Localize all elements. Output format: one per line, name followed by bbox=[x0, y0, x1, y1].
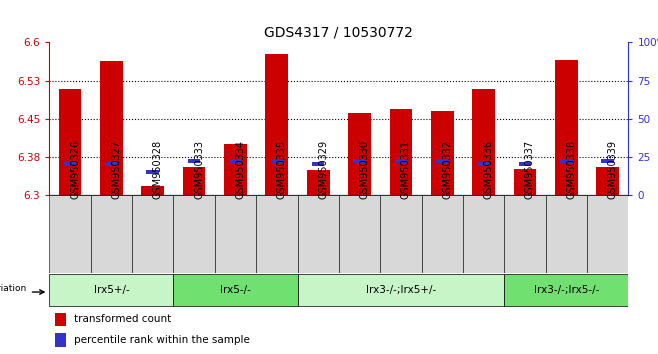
Bar bbox=[183, 167, 205, 195]
Bar bbox=[348, 113, 371, 195]
Bar bbox=[141, 185, 164, 195]
Text: GSM950328: GSM950328 bbox=[153, 139, 163, 199]
Bar bbox=[463, 195, 504, 273]
Bar bbox=[59, 89, 82, 195]
Bar bbox=[215, 195, 256, 273]
Text: GSM950327: GSM950327 bbox=[111, 139, 121, 199]
Bar bbox=[307, 170, 330, 195]
Bar bbox=[147, 170, 159, 174]
Bar bbox=[297, 195, 339, 273]
Bar bbox=[472, 89, 495, 195]
Bar bbox=[297, 274, 504, 306]
Text: GSM950335: GSM950335 bbox=[277, 139, 287, 199]
Bar bbox=[105, 162, 118, 166]
Bar bbox=[265, 54, 288, 195]
Bar bbox=[188, 159, 201, 163]
Bar bbox=[587, 195, 628, 273]
Text: GSM950338: GSM950338 bbox=[567, 139, 576, 199]
Bar bbox=[596, 167, 619, 195]
Bar bbox=[55, 333, 66, 347]
Bar bbox=[174, 195, 215, 273]
Bar bbox=[256, 195, 297, 273]
Text: GSM950337: GSM950337 bbox=[525, 139, 535, 199]
Text: genotype/variation: genotype/variation bbox=[0, 284, 27, 293]
Bar bbox=[270, 159, 283, 163]
Title: GDS4317 / 10530772: GDS4317 / 10530772 bbox=[265, 26, 413, 40]
Bar bbox=[431, 111, 453, 195]
Text: lrx5-/-: lrx5-/- bbox=[220, 285, 251, 295]
Text: GSM950326: GSM950326 bbox=[70, 139, 80, 199]
Text: GSM950336: GSM950336 bbox=[484, 139, 494, 199]
Text: lrx3-/-;lrx5+/-: lrx3-/-;lrx5+/- bbox=[366, 285, 436, 295]
Text: percentile rank within the sample: percentile rank within the sample bbox=[74, 335, 250, 345]
Bar bbox=[229, 159, 241, 163]
Bar bbox=[49, 274, 174, 306]
Bar bbox=[504, 195, 545, 273]
Bar bbox=[545, 195, 587, 273]
Bar bbox=[174, 274, 297, 306]
Text: GSM950333: GSM950333 bbox=[194, 139, 204, 199]
Text: GSM950329: GSM950329 bbox=[318, 139, 328, 199]
Bar bbox=[380, 195, 422, 273]
Bar bbox=[312, 162, 324, 166]
Bar bbox=[64, 162, 76, 166]
Bar bbox=[504, 274, 628, 306]
Bar bbox=[601, 159, 614, 163]
Bar bbox=[100, 61, 123, 195]
Bar bbox=[477, 162, 490, 166]
Bar bbox=[353, 159, 366, 163]
Text: GSM950332: GSM950332 bbox=[442, 139, 452, 199]
Bar bbox=[339, 195, 380, 273]
Bar bbox=[91, 195, 132, 273]
Bar bbox=[390, 109, 413, 195]
Text: GSM950331: GSM950331 bbox=[401, 139, 411, 199]
Bar bbox=[395, 159, 407, 163]
Text: GSM950334: GSM950334 bbox=[236, 139, 245, 199]
Bar bbox=[519, 162, 531, 166]
Text: transformed count: transformed count bbox=[74, 314, 172, 325]
Bar bbox=[555, 60, 578, 195]
Bar bbox=[436, 159, 449, 163]
Text: lrx5+/-: lrx5+/- bbox=[93, 285, 129, 295]
Text: GSM950339: GSM950339 bbox=[608, 139, 618, 199]
Text: GSM950330: GSM950330 bbox=[359, 139, 370, 199]
Bar bbox=[514, 169, 536, 195]
Bar bbox=[132, 195, 174, 273]
Bar bbox=[49, 195, 91, 273]
Bar bbox=[422, 195, 463, 273]
Text: lrx3-/-;lrx5-/-: lrx3-/-;lrx5-/- bbox=[534, 285, 599, 295]
Bar bbox=[560, 159, 572, 163]
Bar bbox=[224, 144, 247, 195]
Bar bbox=[55, 313, 66, 326]
